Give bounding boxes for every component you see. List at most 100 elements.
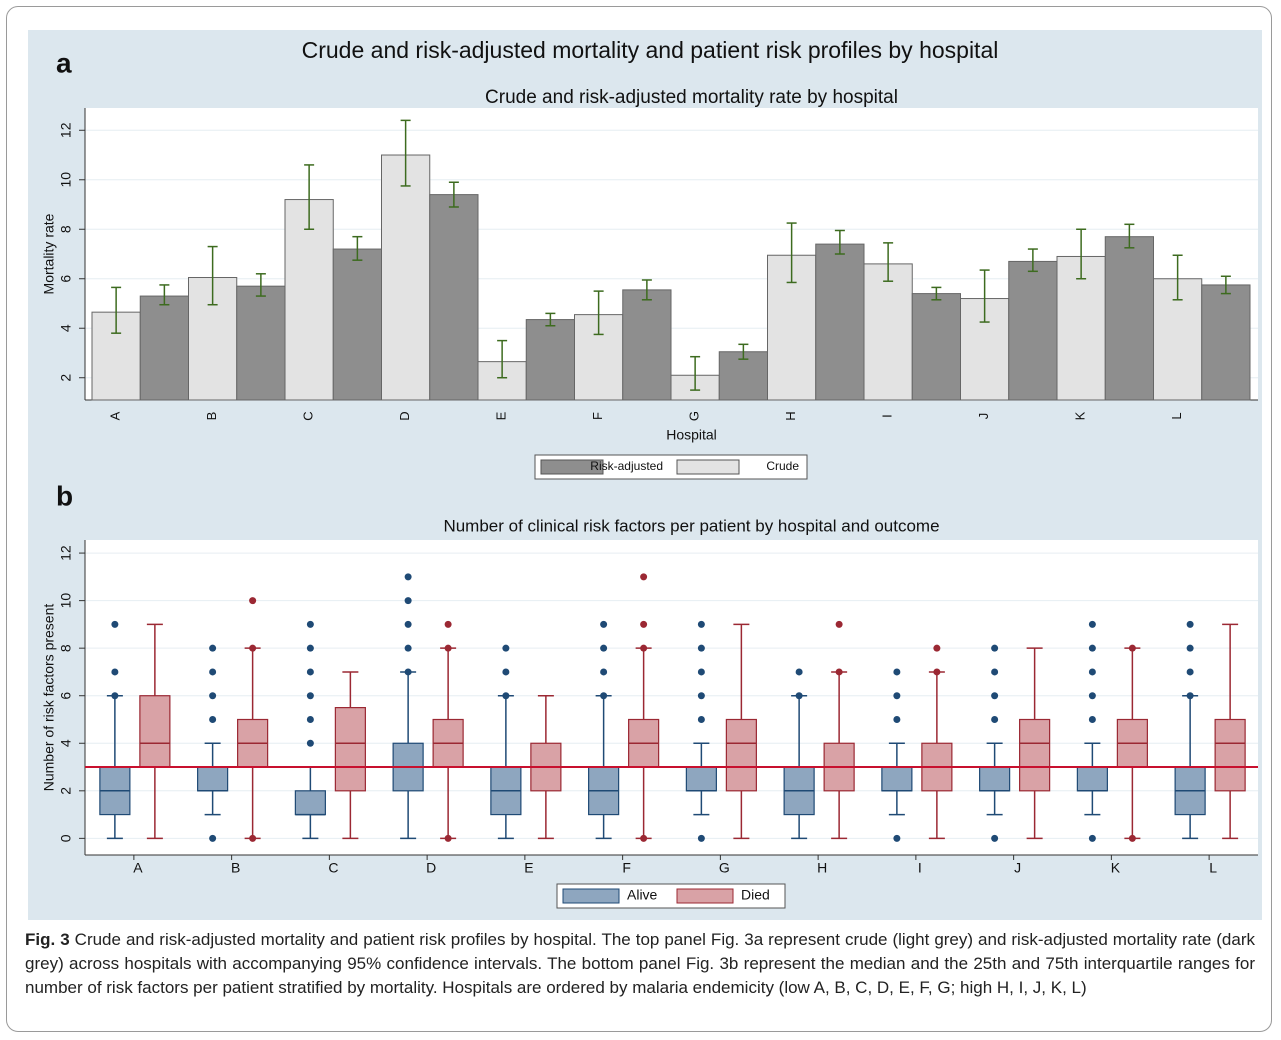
y-tick-label: 6 xyxy=(58,692,74,700)
y-tick-label: 0 xyxy=(58,834,74,842)
box xyxy=(979,766,1011,792)
x-tick-label: K xyxy=(1073,411,1088,420)
outlier xyxy=(600,668,608,676)
y-tick-label: 2 xyxy=(58,374,74,382)
outlier xyxy=(697,668,705,676)
outlier xyxy=(893,834,901,842)
outlier xyxy=(1088,834,1096,842)
outlier xyxy=(306,644,314,652)
outlier xyxy=(600,620,608,628)
outlier xyxy=(1186,644,1194,652)
y-tick-label: 8 xyxy=(58,644,74,652)
chart-title: Number of clinical risk factors per pati… xyxy=(443,516,939,535)
x-tick-label: G xyxy=(687,411,702,421)
bar xyxy=(332,248,382,401)
outlier xyxy=(1088,668,1096,676)
x-tick-label: D xyxy=(397,411,412,420)
box xyxy=(725,718,757,792)
x-tick-label: A xyxy=(133,860,143,876)
outlier xyxy=(306,715,314,723)
x-tick-label: F xyxy=(622,860,631,876)
figure: Crude and risk-adjusted mortality and pa… xyxy=(28,30,1262,920)
y-tick-label: 8 xyxy=(58,225,74,233)
bar xyxy=(1008,260,1058,401)
outlier xyxy=(444,834,452,842)
outlier xyxy=(249,644,257,652)
outlier xyxy=(1128,834,1136,842)
bar xyxy=(1056,255,1106,401)
x-tick-label: B xyxy=(231,860,240,876)
box xyxy=(881,766,913,792)
bar xyxy=(525,319,575,401)
bar xyxy=(1201,284,1251,401)
box xyxy=(139,695,171,768)
box xyxy=(1076,766,1108,792)
outlier xyxy=(249,597,257,605)
outlier xyxy=(209,668,217,676)
outlier xyxy=(933,668,941,676)
outlier xyxy=(640,644,648,652)
outlier xyxy=(111,620,119,628)
x-tick-label: H xyxy=(783,411,798,420)
x-tick-label: K xyxy=(1111,860,1121,876)
figure-title: Crude and risk-adjusted mortality and pa… xyxy=(302,37,999,63)
outlier xyxy=(600,644,608,652)
y-tick-label: 4 xyxy=(58,324,74,332)
y-axis-label: Number of risk factors present xyxy=(41,604,57,792)
y-tick-label: 4 xyxy=(58,739,74,747)
bar xyxy=(622,289,672,401)
x-tick-label: L xyxy=(1209,860,1217,876)
outlier xyxy=(404,573,412,581)
outlier xyxy=(404,620,412,628)
legend-label: Died xyxy=(741,887,770,903)
outlier xyxy=(1088,644,1096,652)
legend-label: Risk-adjusted xyxy=(590,459,663,473)
outlier xyxy=(991,644,999,652)
bar xyxy=(284,199,334,401)
x-axis-label: Hospital xyxy=(666,427,717,443)
outlier xyxy=(640,573,648,581)
x-tick-label: F xyxy=(590,412,605,420)
outlier xyxy=(306,692,314,700)
y-tick-label: 12 xyxy=(58,545,74,561)
outlier xyxy=(444,644,452,652)
outlier xyxy=(209,644,217,652)
legend-swatch xyxy=(540,459,604,475)
outlier xyxy=(697,644,705,652)
legend-swatch xyxy=(676,888,734,904)
outlier xyxy=(991,668,999,676)
outlier xyxy=(209,834,217,842)
outlier xyxy=(795,692,803,700)
box xyxy=(197,766,229,792)
outlier xyxy=(306,668,314,676)
box xyxy=(334,707,366,792)
x-tick-label: E xyxy=(524,860,533,876)
outlier xyxy=(697,834,705,842)
chart-title: Crude and risk-adjusted mortality rate b… xyxy=(485,87,898,108)
y-tick-label: 2 xyxy=(58,787,74,795)
y-tick-label: 10 xyxy=(58,172,74,188)
x-tick-label: B xyxy=(204,412,219,421)
caption: Fig. 3 Crude and risk-adjusted mortality… xyxy=(25,928,1255,1000)
outlier xyxy=(502,692,510,700)
bar xyxy=(236,285,286,401)
outlier xyxy=(933,644,941,652)
x-tick-label: I xyxy=(918,860,922,876)
outlier xyxy=(1088,715,1096,723)
outlier xyxy=(697,620,705,628)
bar xyxy=(139,295,189,401)
outlier xyxy=(1186,668,1194,676)
outlier xyxy=(697,692,705,700)
x-tick-label: J xyxy=(976,413,991,420)
outlier xyxy=(111,668,119,676)
outlier xyxy=(893,715,901,723)
outlier xyxy=(640,834,648,842)
x-tick-label: I xyxy=(880,414,895,418)
outlier xyxy=(306,620,314,628)
box xyxy=(685,766,717,792)
bar xyxy=(911,293,961,401)
outlier xyxy=(991,715,999,723)
outlier xyxy=(697,715,705,723)
outlier xyxy=(1088,692,1096,700)
y-tick-label: 12 xyxy=(58,122,74,138)
